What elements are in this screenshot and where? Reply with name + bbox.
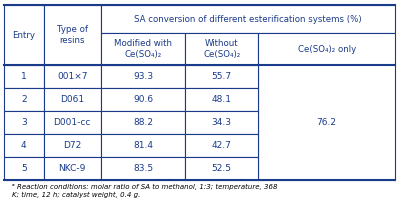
Text: D001-cc: D001-cc	[53, 118, 91, 127]
Text: Type of
resins: Type of resins	[57, 25, 88, 45]
Text: SA conversion of different esterification systems (%): SA conversion of different esterificatio…	[134, 14, 362, 23]
Bar	[185, 88, 259, 111]
Text: NKC-9: NKC-9	[59, 164, 86, 173]
Bar	[185, 33, 259, 65]
Text: 88.2: 88.2	[133, 118, 153, 127]
Text: 76.2: 76.2	[317, 118, 337, 127]
Text: 1: 1	[21, 72, 27, 81]
Bar	[4, 111, 43, 134]
Text: 93.3: 93.3	[133, 72, 153, 81]
Bar	[43, 65, 101, 88]
Bar	[101, 88, 185, 111]
Bar	[101, 5, 395, 33]
Text: 52.5: 52.5	[212, 164, 232, 173]
Text: 81.4: 81.4	[133, 141, 153, 150]
Bar	[43, 88, 101, 111]
Text: 90.6: 90.6	[133, 95, 153, 104]
Bar	[4, 88, 43, 111]
Text: 83.5: 83.5	[133, 164, 153, 173]
Bar	[185, 111, 259, 134]
Text: Without
Ce(SO₄)₂: Without Ce(SO₄)₂	[203, 39, 240, 59]
Text: Modified with
Ce(SO₄)₂: Modified with Ce(SO₄)₂	[114, 39, 172, 59]
Bar	[4, 134, 43, 157]
Bar	[43, 5, 101, 65]
Bar	[101, 33, 185, 65]
Text: ᵃ Reaction conditions: molar ratio of SA to methanol, 1:3; temperature, 368
K; t: ᵃ Reaction conditions: molar ratio of SA…	[12, 184, 277, 198]
Text: 48.1: 48.1	[212, 95, 232, 104]
Bar	[101, 134, 185, 157]
Text: D061: D061	[60, 95, 84, 104]
Bar	[4, 65, 43, 88]
Text: 5: 5	[21, 164, 27, 173]
Text: 001×7: 001×7	[57, 72, 87, 81]
Bar	[185, 65, 259, 88]
Bar	[43, 157, 101, 180]
Text: 2: 2	[21, 95, 27, 104]
Bar	[101, 111, 185, 134]
Text: Entry: Entry	[12, 31, 35, 40]
Bar	[4, 5, 43, 65]
Text: D72: D72	[63, 141, 81, 150]
Text: 3: 3	[21, 118, 27, 127]
Text: Ce(SO₄)₂ only: Ce(SO₄)₂ only	[298, 45, 356, 54]
Bar	[4, 157, 43, 180]
Text: 42.7: 42.7	[212, 141, 232, 150]
Bar	[43, 111, 101, 134]
Bar	[101, 157, 185, 180]
Bar	[101, 65, 185, 88]
Bar	[259, 33, 395, 180]
Text: 55.7: 55.7	[212, 72, 232, 81]
Text: 4: 4	[21, 141, 27, 150]
Text: 34.3: 34.3	[212, 118, 232, 127]
Bar	[185, 157, 259, 180]
Bar	[43, 134, 101, 157]
Bar	[185, 134, 259, 157]
